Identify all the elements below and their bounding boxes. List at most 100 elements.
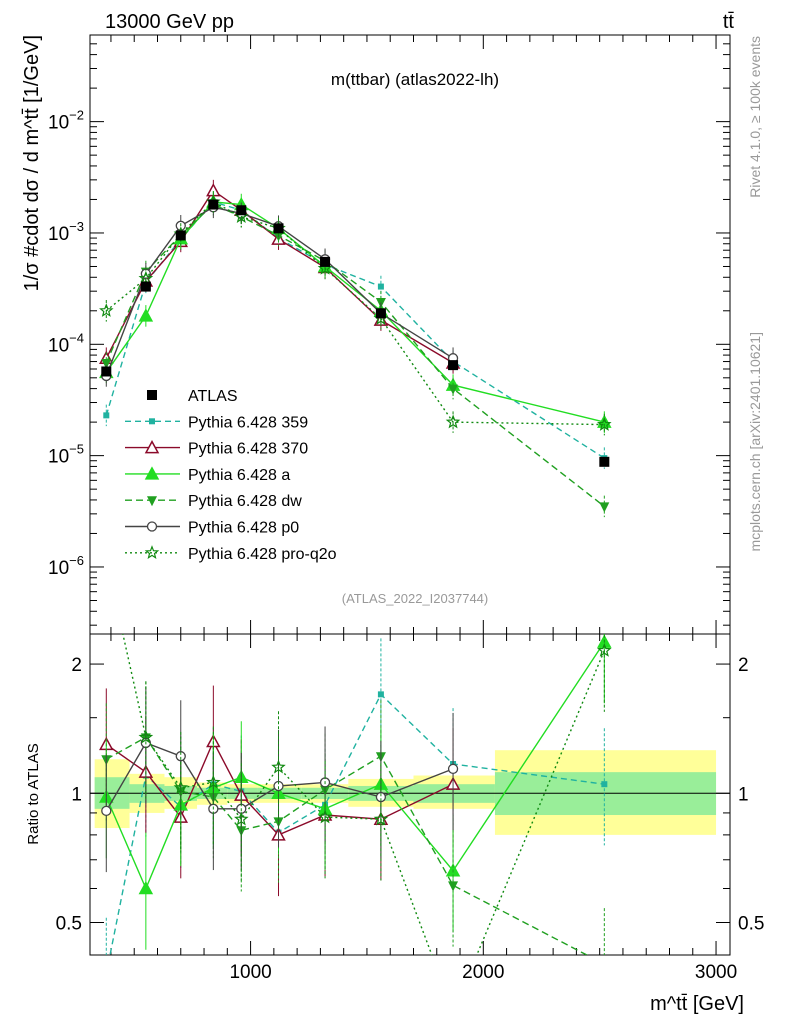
main-series-point — [445, 414, 461, 429]
ratio-series-point — [601, 781, 608, 788]
legend-label-5: Pythia 6.428 p0 — [188, 520, 299, 537]
atlas-data-point — [236, 205, 247, 216]
main-series-point — [138, 270, 154, 285]
y-axis-title: 1/σ #cdot dσ / d m^tt̄ [1/GeV] — [21, 35, 43, 291]
ratio-y-tick-label-left-1: 1 — [71, 784, 82, 805]
atlas-data-point — [273, 223, 284, 234]
ratio-series-point — [271, 759, 286, 774]
ratio-series-point — [375, 791, 387, 803]
main-axis-ticks: 10−6 10−5 10−4 10−3 10−2 — [48, 34, 730, 634]
main-series-line — [105, 201, 605, 459]
main-series-line — [105, 201, 605, 423]
atlas-data-point — [101, 366, 112, 377]
ratio-y-axis-title: Ratio to ATLAS — [25, 743, 42, 844]
legend-label-1: Pythia 6.428 359 — [188, 414, 308, 431]
ratio-series-point — [317, 809, 333, 824]
legend-marker-4 — [147, 496, 157, 507]
ratio-series-point — [447, 763, 459, 775]
atlas-data-point — [320, 256, 331, 267]
ratio-series-pythia-6.428-dw — [101, 681, 609, 970]
ratio-series-point — [447, 1006, 459, 1017]
ratio-series-layer — [99, 554, 612, 1017]
ratio-series-line — [105, 736, 589, 955]
atlas-data-point — [175, 230, 186, 241]
ratio-series-point — [448, 881, 459, 892]
legend-marker-1 — [149, 418, 155, 425]
legend-entry-6: Pythia 6.428 pro-q2o — [125, 545, 337, 563]
y-tick-label-0: 10−6 — [48, 553, 84, 579]
legend-entry-2: Pythia 6.428 370 — [125, 440, 308, 458]
main-series-point — [597, 416, 612, 431]
side-label-rivet: Rivet 4.1.0, ≥ 100k events — [747, 36, 763, 198]
main-series-point — [138, 308, 154, 322]
legend-entry-4: Pythia 6.428 dw — [125, 493, 302, 510]
main-series-point — [377, 283, 384, 290]
ratio-axis-ticks: 1000 2000 3000 0.5 0.5 1 1 2 2 — [56, 634, 764, 983]
main-series-point — [103, 412, 110, 419]
atlas-data-point — [208, 199, 219, 210]
ratio-y-tick-label-right-2: 2 — [738, 655, 749, 676]
ratio-series-pythia-6.428-pro-q2o — [101, 554, 612, 1017]
y-tick-label-4: 10−2 — [48, 108, 84, 134]
main-series-pythia-6.428-370 — [99, 179, 461, 374]
ratio-series-point — [101, 805, 112, 817]
ratio-y-tick-label-left-0: 0.5 — [56, 913, 82, 934]
process-label: tt̄ — [723, 11, 735, 33]
legend-entry-3: Pythia 6.428 a — [125, 466, 290, 484]
atlas-data-point — [599, 456, 610, 467]
side-label-mcplots: mcplots.cern.ch [arXiv:2401.10621] — [747, 332, 763, 551]
main-series-point — [99, 303, 114, 317]
legend-label-3: Pythia 6.428 a — [188, 467, 290, 484]
legend-label-4: Pythia 6.428 dw — [188, 493, 302, 510]
legend-entry-1: Pythia 6.428 359 — [125, 414, 308, 431]
main-series-line — [105, 203, 605, 507]
ratio-series-point — [373, 811, 389, 826]
main-series-point — [448, 384, 459, 395]
legend-marker-6 — [144, 545, 160, 560]
ratio-series-point — [377, 691, 384, 698]
y-tick-label-1: 10−5 — [48, 442, 84, 468]
x-tick-label-0: 1000 — [229, 962, 271, 983]
ratio-series-point — [138, 880, 154, 895]
legend-label-2: Pythia 6.428 370 — [188, 441, 308, 458]
ratio-series-point — [173, 780, 189, 794]
main-plot-frame — [89, 34, 731, 635]
y-tick-label-2: 10−4 — [48, 330, 84, 356]
atlas-data-point — [448, 360, 459, 371]
ratio-y-tick-label-left-2: 2 — [71, 655, 82, 676]
legend-label-6: Pythia 6.428 pro-q2o — [188, 546, 337, 563]
legend-marker-2 — [144, 440, 160, 454]
y-tick-label-3: 10−3 — [48, 219, 84, 245]
ratio-series-point — [103, 971, 109, 977]
legend-entry-5: Pythia 6.428 p0 — [125, 520, 299, 537]
ratio-series-point — [101, 554, 112, 565]
ratio-series-line — [109, 693, 605, 955]
ratio-y-tick-label-right-0: 0.5 — [738, 913, 764, 934]
ratio-series-point — [138, 729, 154, 744]
ratio-series-point — [599, 960, 609, 970]
ratio-series-point — [234, 811, 249, 826]
main-series-atlas-data — [101, 199, 610, 467]
main-series-point — [101, 358, 112, 369]
x-tick-label-2: 3000 — [695, 962, 737, 983]
x-axis-title: m^tt̄ [GeV] — [650, 993, 744, 1015]
ratio-y-tick-label-right-1: 1 — [738, 784, 749, 805]
legend-label-0: ATLAS — [188, 388, 238, 405]
legend-entry-0: ATLAS — [147, 388, 238, 405]
legend-marker-0 — [147, 390, 157, 400]
main-series-point — [599, 502, 610, 513]
energy-label: 13000 GeV pp — [105, 11, 234, 33]
ratio-series-point — [206, 774, 221, 789]
ratio-series-point — [175, 751, 186, 762]
legend: ATLAS Pythia 6.428 359 Pythia 6.428 370 Pyt… — [125, 388, 337, 563]
atlas-data-point — [375, 308, 386, 319]
atlas-data-point — [140, 281, 151, 292]
legend-marker-5 — [146, 521, 158, 532]
watermark-label: (ATLAS_2022_I2037744) — [342, 591, 488, 606]
ratio-plot-frame — [89, 633, 731, 956]
x-tick-label-1: 2000 — [462, 962, 504, 983]
main-series-line — [105, 189, 454, 364]
legend-marker-3 — [144, 466, 160, 480]
ratio-series-line — [105, 641, 605, 891]
